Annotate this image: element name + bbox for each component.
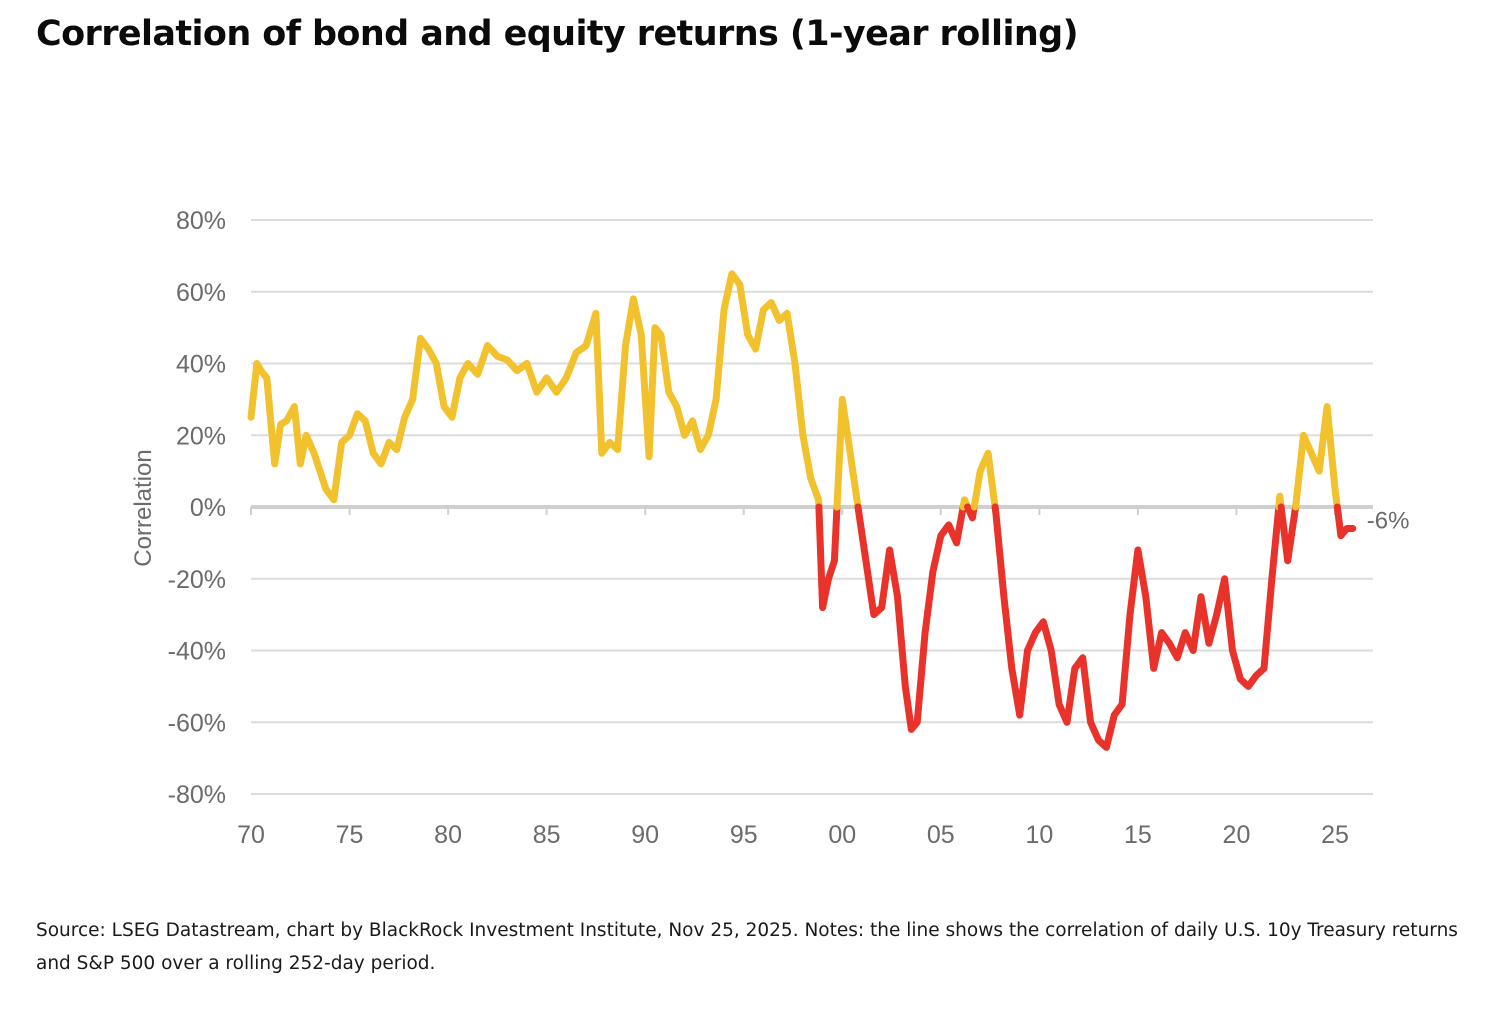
y-tick-label: 60% [176,279,226,307]
y-tick-label: 0% [190,494,226,522]
y-tick-label: -80% [168,781,226,809]
negative-correlation-segment [991,503,1283,751]
x-tick-label: 05 [927,821,955,849]
x-tick-label: 95 [730,821,758,849]
negative-correlation-segment [964,503,978,522]
x-tick-label: 00 [828,821,856,849]
x-tick-label: 80 [434,821,462,849]
negative-correlation-segment [854,503,967,733]
x-tick-label: 90 [631,821,659,849]
line-chart: 80% 60% 40% 20% 0% -20% -40% -60% -80% 70 75 80 85 9… [130,207,1410,849]
x-tick-label: 25 [1321,821,1349,849]
x-tick-label: 75 [336,821,364,849]
negative-correlation-segment [1277,503,1300,565]
y-tick-label: 80% [176,207,226,235]
x-tick-label: 70 [237,821,265,849]
chart-title: Correlation of bond and equity returns (… [36,14,1079,54]
x-tick-label: 15 [1124,821,1152,849]
negative-correlation-segment [815,503,841,611]
positive-correlation-segment [1292,403,1341,511]
positive-correlation-segment [247,270,823,511]
x-tick-label: 20 [1223,821,1251,849]
y-tick-label: -40% [168,638,226,666]
latest-value-label: -6% [1367,508,1410,535]
positive-correlation-segment [833,395,862,511]
gridlines [250,219,1373,795]
y-tick-label: -20% [168,566,226,594]
y-tick-label: 40% [176,351,226,379]
positive-correlation-segment [1275,492,1285,511]
positive-correlation-segment [970,449,999,511]
negative-correlation-segment [1333,503,1357,540]
source-note: Source: LSEG Datastream, chart by BlackR… [36,920,1458,974]
correlation-series [247,270,1357,751]
y-tick-label: 20% [176,422,226,450]
y-axis-title: Correlation [130,449,157,566]
y-axis-tick-labels: 80% 60% 40% 20% 0% -20% -40% -60% -80% [168,207,226,809]
x-tick-label: 85 [533,821,561,849]
x-axis-tick-labels: 70 75 80 85 90 95 00 05 10 15 20 25 [237,821,1349,849]
x-tick-label: 10 [1025,821,1053,849]
y-tick-label: -60% [168,709,226,737]
